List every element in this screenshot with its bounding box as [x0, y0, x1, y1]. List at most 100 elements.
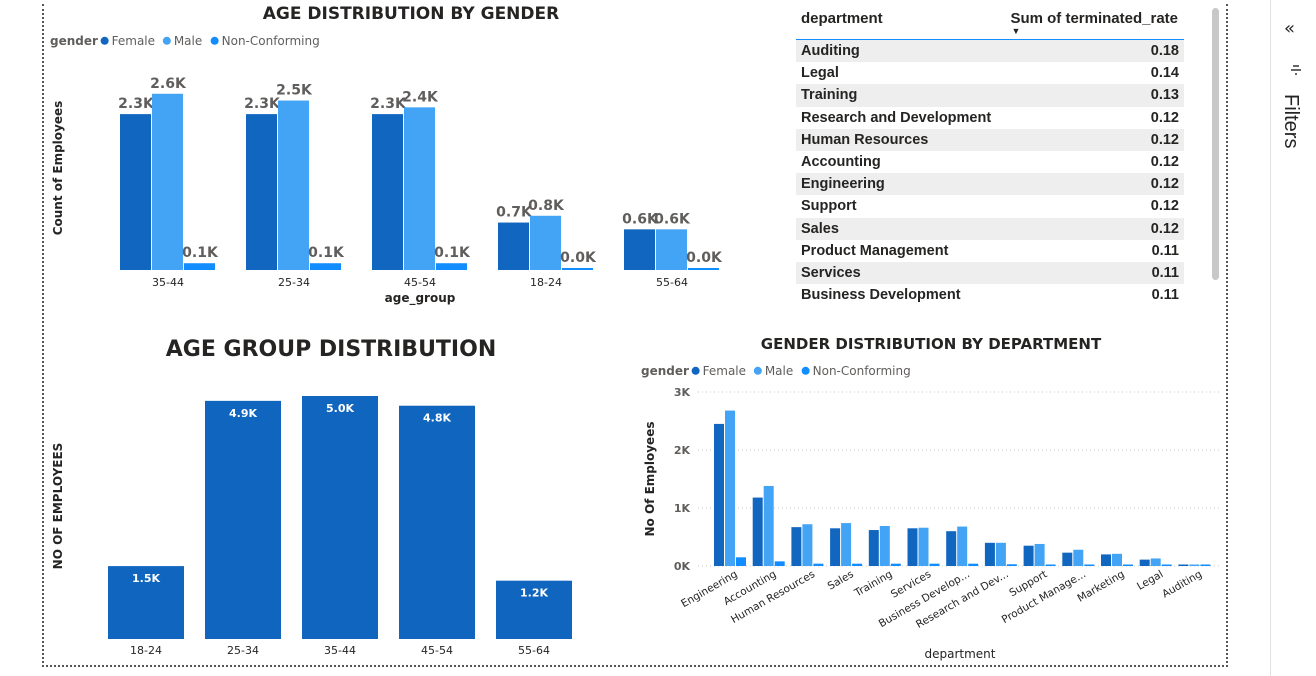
bar-engineering-male[interactable] — [725, 410, 735, 566]
bar-35-44-male[interactable] — [152, 93, 183, 271]
legend-item-male[interactable]: Male — [765, 364, 793, 378]
table-row[interactable]: Training 0.13 — [796, 84, 1184, 107]
table-row[interactable]: Legal 0.14 — [796, 62, 1184, 85]
table-row[interactable]: Sales 0.12 — [796, 217, 1184, 240]
legend-item-non-conforming[interactable]: Non-Conforming — [813, 364, 911, 378]
filters-label[interactable]: Filters — [1280, 94, 1302, 149]
bar-55-64-male[interactable] — [656, 229, 687, 270]
bar-accounting-male[interactable] — [763, 485, 774, 566]
table-row[interactable]: Services 0.11 — [796, 261, 1184, 285]
age-group-distribution-chart[interactable]: AGE GROUP DISTRIBUTION NO OF EMPLOYEES 1… — [0, 320, 620, 670]
table-row[interactable]: Business Development 0.11 — [796, 284, 1184, 306]
bar-45-54-female[interactable] — [372, 114, 403, 270]
bar-business-develop--male[interactable] — [957, 526, 968, 566]
bar-45-54-male[interactable] — [404, 107, 435, 270]
bar-human-resources-male[interactable] — [802, 524, 813, 566]
bar-18-24[interactable] — [108, 566, 184, 639]
bar-35-44-non-conforming[interactable] — [184, 263, 215, 270]
x-tick-label: 18-24 — [530, 276, 562, 289]
bar-auditing-non-conforming[interactable] — [1200, 564, 1211, 567]
bar-services-male[interactable] — [918, 527, 929, 566]
bar-research-and-dev--female[interactable] — [984, 542, 995, 566]
bar-training-male[interactable] — [879, 525, 890, 566]
bar-product-manage--female[interactable] — [1062, 552, 1073, 566]
bar-support-non-conforming[interactable] — [1045, 564, 1056, 567]
bar-marketing-male[interactable] — [1112, 553, 1122, 566]
bar-human-resources-non-conforming[interactable] — [813, 563, 824, 566]
bar-product-manage--male[interactable] — [1073, 549, 1084, 566]
bar-55-64-non-conforming[interactable] — [688, 268, 719, 270]
bar-25-34[interactable] — [205, 400, 281, 639]
bar-18-24-female[interactable] — [498, 222, 529, 270]
legend-item-non-conforming[interactable]: Non-Conforming — [222, 34, 320, 48]
table-row[interactable]: Support 0.12 — [796, 195, 1184, 218]
table-header-department[interactable]: department — [801, 10, 883, 27]
bar-sales-male[interactable] — [841, 523, 852, 566]
table-row[interactable]: Accounting 0.12 — [796, 150, 1184, 174]
bar-25-34-non-conforming[interactable] — [310, 263, 341, 270]
bar-45-54[interactable] — [399, 405, 475, 639]
bar-support-male[interactable] — [1034, 543, 1045, 566]
bar-marketing-female[interactable] — [1101, 554, 1111, 566]
bar-18-24-male[interactable] — [530, 215, 561, 270]
department-cell: Accounting — [801, 154, 881, 171]
bar-sales-female[interactable] — [830, 528, 841, 566]
table-header-terminated-rate[interactable]: Sum of terminated_rate ▼ — [1010, 10, 1178, 36]
age-distribution-by-gender-chart[interactable]: AGE DISTRIBUTION BY GENDER gender Female M… — [0, 0, 790, 320]
bar-35-44-female[interactable] — [120, 114, 151, 270]
bar-support-female[interactable] — [1023, 545, 1034, 566]
table-row[interactable]: Engineering 0.12 — [796, 173, 1184, 196]
terminated-rate-table[interactable]: department Sum of terminated_rate ▼ Audi… — [796, 6, 1184, 306]
legend-marker-female — [100, 36, 109, 45]
bar-research-and-dev--non-conforming[interactable] — [1006, 564, 1017, 566]
sort-descending-icon[interactable]: ▼ — [1011, 26, 1021, 36]
collapse-filters-icon[interactable]: « — [1284, 18, 1296, 39]
bar-25-34-female[interactable] — [246, 114, 277, 270]
chart3-legend[interactable]: gender Female Male Non-Conforming — [641, 364, 911, 378]
bar-45-54-non-conforming[interactable] — [436, 263, 467, 270]
table-row[interactable]: Human Resources 0.12 — [796, 128, 1184, 151]
table-row[interactable]: Auditing 0.18 — [796, 40, 1184, 63]
bar-training-female[interactable] — [868, 530, 879, 566]
bar-55-64[interactable] — [496, 580, 572, 639]
legend-item-female[interactable]: Female — [112, 34, 155, 48]
bar-auditing-male[interactable] — [1189, 564, 1200, 567]
bar-engineering-non-conforming[interactable] — [736, 557, 746, 566]
bar-auditing-female[interactable] — [1178, 564, 1189, 567]
bar-services-female[interactable] — [907, 528, 918, 566]
bar-accounting-non-conforming[interactable] — [774, 561, 785, 566]
x-tick-label: Training — [852, 568, 895, 600]
department-cell: Legal — [801, 65, 839, 82]
legend-item-male[interactable]: Male — [174, 34, 202, 48]
bar-human-resources-female[interactable] — [791, 527, 802, 566]
bar-accounting-female[interactable] — [752, 497, 763, 566]
bar-legal-female[interactable] — [1139, 559, 1150, 566]
bar-engineering-female[interactable] — [714, 423, 724, 566]
bar-business-develop--non-conforming[interactable] — [968, 563, 979, 566]
data-label: 0.8K — [528, 198, 565, 214]
bar-55-64-female[interactable] — [624, 229, 655, 270]
legend-item-female[interactable]: Female — [703, 364, 746, 378]
y-tick-label: 3K — [674, 386, 691, 399]
bar-legal-male[interactable] — [1150, 558, 1161, 566]
table-row[interactable]: Research and Development 0.12 — [796, 106, 1184, 129]
bar-sales-non-conforming[interactable] — [852, 563, 863, 566]
filters-pane[interactable]: « Filters — [1270, 0, 1316, 676]
table-row[interactable]: Product Management 0.11 — [796, 239, 1184, 262]
bar-business-develop--female[interactable] — [946, 531, 957, 566]
bar-services-non-conforming[interactable] — [929, 563, 940, 566]
bar-research-and-dev--male[interactable] — [995, 542, 1006, 566]
terminated-rate-cell: 0.11 — [1151, 287, 1179, 304]
gender-distribution-by-department-chart[interactable]: GENDER DISTRIBUTION BY DEPARTMENT gender… — [620, 320, 1230, 670]
bar-product-manage--non-conforming[interactable] — [1084, 564, 1095, 567]
bar-25-34-male[interactable] — [278, 100, 309, 270]
chart1-legend[interactable]: gender Female Male Non-Conforming — [50, 34, 320, 48]
bar-legal-non-conforming[interactable] — [1161, 564, 1172, 567]
bar-18-24-non-conforming[interactable] — [562, 267, 593, 270]
bar-marketing-non-conforming[interactable] — [1123, 564, 1133, 567]
department-cell: Sales — [801, 220, 839, 237]
bar-35-44[interactable] — [302, 396, 378, 639]
chart3-title: GENDER DISTRIBUTION BY DEPARTMENT — [761, 335, 1102, 353]
bar-training-non-conforming[interactable] — [890, 563, 901, 566]
table-scrollbar[interactable] — [1212, 8, 1219, 280]
